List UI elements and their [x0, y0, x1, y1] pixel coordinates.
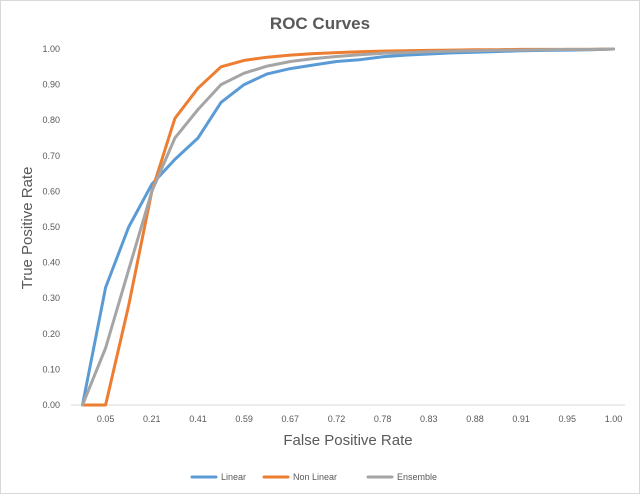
y-tick-label: 0.30: [42, 293, 60, 303]
y-tick-label: 0.60: [42, 186, 60, 196]
x-tick-label: 0.67: [282, 414, 300, 424]
x-axis-title: False Positive Rate: [283, 432, 412, 449]
x-tick-label: 0.21: [143, 414, 161, 424]
legend-label-ensemble: Ensemble: [397, 472, 437, 482]
y-tick-label: 0.50: [42, 222, 60, 232]
legend-label-non-linear: Non Linear: [293, 472, 337, 482]
plot-area: 0.05 0.21 0.41 0.59 0.67 0.72 0.78 0.83 0.88 0.91…: [42, 44, 625, 424]
x-tick-label: 0.72: [328, 414, 346, 424]
series-line-linear: [81, 47, 615, 407]
chart-title: ROC Curves: [270, 14, 370, 33]
x-tick-label: 0.83: [420, 414, 438, 424]
x-tick-label: 0.88: [466, 414, 484, 424]
y-tick-label: 0.90: [42, 80, 60, 90]
series-line-non-linear: [81, 47, 615, 407]
y-tick-label: 1.00: [42, 44, 60, 54]
series-line-ensemble: [81, 47, 615, 407]
y-tick-label: 0.10: [42, 364, 60, 374]
y-tick-label: 0.40: [42, 258, 60, 268]
x-tick-label: 0.41: [189, 414, 207, 424]
x-tick-label: 0.05: [97, 414, 115, 424]
y-tick-label: 0.00: [42, 400, 60, 410]
x-axis-ticks: 0.05 0.21 0.41 0.59 0.67 0.72 0.78 0.83 0.88 0.91…: [97, 414, 622, 424]
y-tick-label: 0.20: [42, 329, 60, 339]
y-axis-ticks: 0.00 0.10 0.20 0.30 0.40 0.50 0.60 0.70 0.80 0.90…: [42, 44, 60, 410]
series-lines: [81, 47, 615, 407]
x-tick-label: 1.00: [605, 414, 623, 424]
legend: Linear Non Linear Ensemble: [190, 472, 437, 482]
legend-label-linear: Linear: [221, 472, 246, 482]
y-axis-title: True Positive Rate: [19, 167, 36, 290]
y-tick-label: 0.80: [42, 115, 60, 125]
x-tick-label: 0.78: [374, 414, 392, 424]
x-tick-label: 0.91: [512, 414, 530, 424]
x-tick-label: 0.59: [235, 414, 253, 424]
x-tick-label: 0.95: [559, 414, 577, 424]
y-tick-label: 0.70: [42, 151, 60, 161]
